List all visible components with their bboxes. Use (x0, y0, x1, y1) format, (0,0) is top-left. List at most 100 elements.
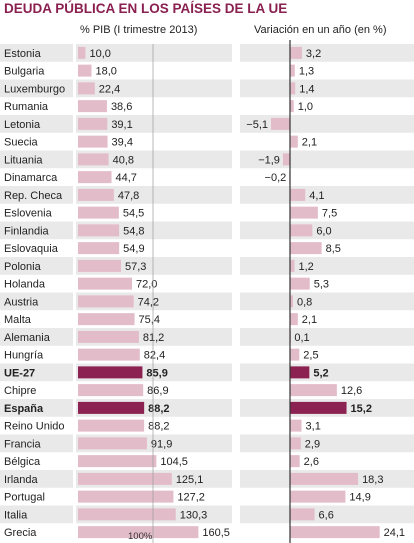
left-bar (78, 419, 145, 432)
right-value-label: 1,0 (298, 101, 313, 113)
right-bar (290, 313, 298, 326)
left-bar (78, 330, 139, 343)
left-bar (78, 206, 119, 219)
right-column-header: Variación en un año (en %) (254, 24, 387, 36)
left-bar (78, 242, 120, 255)
left-value-label: 88,2 (148, 421, 169, 433)
category-label: Finlandia (4, 225, 50, 237)
right-bar (290, 419, 302, 432)
category-label: Lituania (4, 154, 43, 166)
right-bar (290, 437, 301, 450)
category-label: Rumania (4, 101, 49, 113)
left-bar (78, 366, 143, 379)
row-stripe (0, 292, 414, 311)
category-label: Polonia (4, 261, 42, 273)
right-value-label: 6,6 (319, 509, 334, 521)
left-value-label: 81,2 (143, 332, 164, 344)
left-bar (78, 153, 109, 166)
right-bar (290, 472, 359, 485)
right-bar (290, 490, 346, 503)
right-bar (290, 188, 306, 201)
left-value-label: 54,5 (123, 208, 144, 220)
left-value-label: 54,9 (123, 243, 144, 255)
right-value-label: 14,9 (349, 492, 370, 504)
category-label: Holanda (4, 279, 46, 291)
left-bar (78, 188, 114, 201)
category-label: Alemania (4, 332, 51, 344)
right-value-label: 0,1 (294, 332, 309, 344)
chart-title: DEUDA PÚBLICA EN LOS PAÍSES DE LA UE (4, 1, 288, 16)
left-value-label: 39,4 (112, 137, 133, 149)
right-bar (290, 384, 337, 397)
right-value-label: 7,5 (322, 208, 337, 220)
row-stripe (0, 363, 414, 382)
row-stripe (0, 44, 414, 62)
left-bar (78, 295, 134, 308)
row-stripe (0, 186, 414, 204)
left-bar (78, 46, 86, 59)
reference-line-label: 100% (128, 531, 153, 542)
category-label: Reino Unido (4, 421, 65, 433)
left-bar (78, 224, 120, 237)
left-value-label: 54,8 (123, 225, 144, 237)
left-value-label: 88,2 (148, 403, 169, 415)
left-bar (78, 277, 132, 290)
right-bar (271, 117, 290, 130)
right-bar (290, 259, 295, 272)
left-bar (78, 490, 174, 503)
left-value-label: 10,0 (90, 48, 111, 60)
right-value-label: 2,1 (302, 314, 317, 326)
row-stripe (0, 257, 414, 275)
row-stripe (0, 328, 414, 346)
right-value-label: 3,2 (306, 48, 321, 60)
right-value-label: 2,6 (304, 456, 319, 468)
right-bar (290, 82, 296, 95)
category-label: Italia (4, 509, 28, 521)
left-value-label: 127,2 (177, 492, 205, 504)
category-label: Hungría (4, 350, 44, 362)
right-value-label: −1,9 (258, 154, 280, 166)
left-value-label: 47,8 (118, 190, 139, 202)
row-stripe (0, 150, 414, 169)
left-value-label: 18,0 (96, 66, 117, 78)
left-bar (78, 313, 135, 326)
right-value-label: 3,1 (306, 421, 321, 433)
right-value-label: 6,0 (316, 225, 331, 237)
left-value-label: 125,1 (176, 474, 204, 486)
right-bar (290, 46, 302, 59)
left-value-label: 22,4 (99, 83, 120, 95)
left-value-label: 75,4 (139, 314, 160, 326)
right-value-label: 2,1 (302, 137, 317, 149)
category-label: España (4, 403, 44, 415)
left-bar (78, 455, 157, 468)
left-value-label: 82,4 (144, 350, 165, 362)
right-value-label: 4,1 (309, 190, 324, 202)
left-bar (78, 401, 145, 414)
left-value-label: 38,6 (111, 101, 132, 113)
right-value-label: −5,1 (246, 119, 268, 131)
right-value-label: 15,2 (351, 403, 372, 415)
right-value-label: 1,3 (299, 66, 314, 78)
right-bar (290, 100, 294, 113)
right-bar (290, 135, 298, 148)
left-value-label: 85,9 (146, 367, 167, 379)
right-bar (290, 526, 380, 539)
category-label: Luxemburgo (4, 83, 65, 95)
left-bar (78, 135, 108, 148)
right-bar (290, 277, 310, 290)
right-value-label: 1,2 (298, 261, 313, 273)
left-bar (78, 384, 144, 397)
right-value-label: 1,4 (299, 83, 314, 95)
right-bar (290, 366, 310, 379)
left-bar (78, 508, 176, 521)
row-stripe (0, 434, 414, 453)
right-bar (290, 224, 313, 237)
category-label: Eslovaquia (4, 243, 59, 255)
left-bar (78, 100, 107, 113)
category-label: Estonia (4, 48, 42, 60)
category-label: Grecia (4, 527, 37, 539)
right-value-label: 5,2 (313, 367, 328, 379)
row-stripe (0, 79, 414, 98)
right-bar (290, 348, 300, 361)
